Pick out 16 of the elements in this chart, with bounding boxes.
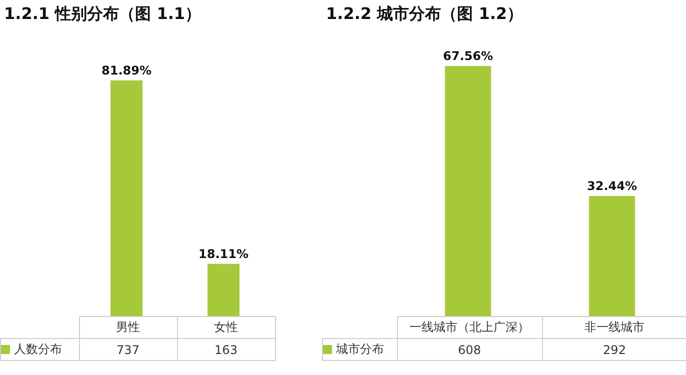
- x-tick-label: 男性: [79, 316, 177, 338]
- x-tick-label: 女性: [177, 316, 275, 338]
- data-label: 67.56%: [443, 49, 493, 64]
- legend-label: 城市分布: [322, 338, 397, 360]
- data-label: 32.44%: [587, 178, 637, 193]
- legend-label: 人数分布: [0, 338, 79, 360]
- chart-title: 1.2.1 性别分布（图 1.1）: [4, 4, 202, 25]
- x-tick-label: 一线城市（北上广深）: [397, 316, 542, 338]
- chart-title: 1.2.2 城市分布（图 1.2）: [326, 4, 524, 25]
- data-label: 81.89%: [102, 63, 152, 78]
- text: 608: [397, 338, 542, 360]
- text: 292: [542, 338, 686, 360]
- x-tick-label: 非一线城市: [542, 316, 686, 338]
- data-label: 18.11%: [198, 246, 248, 261]
- text: 163: [177, 338, 275, 360]
- text: 737: [79, 338, 177, 360]
